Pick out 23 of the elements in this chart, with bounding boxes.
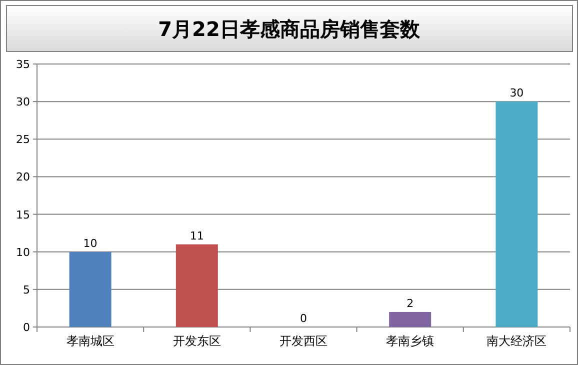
y-tick-label: 10	[16, 246, 30, 259]
x-tick-label: 开发东区	[172, 334, 221, 348]
bar	[176, 244, 218, 327]
x-tick-label: 南大经济区	[486, 334, 547, 348]
y-tick-label: 15	[16, 208, 30, 222]
y-tick-label: 0	[23, 321, 30, 334]
x-tick-label: 孝南城区	[66, 334, 114, 348]
bar	[389, 312, 432, 327]
data-label: 0	[300, 312, 307, 325]
data-label: 2	[406, 296, 414, 310]
x-tick-label: 孝南乡镇	[386, 334, 434, 348]
data-label: 10	[83, 236, 98, 250]
y-tick-label: 35	[16, 58, 30, 71]
x-tick-label: 开发西区	[280, 334, 328, 348]
chart-title: 7月22日孝感商品房销售套数	[158, 17, 421, 41]
bar	[69, 252, 112, 327]
y-tick-label: 30	[16, 96, 30, 109]
data-label: 11	[190, 229, 204, 242]
data-label: 30	[510, 86, 524, 100]
y-tick-label: 20	[16, 170, 30, 184]
y-tick-label: 5	[23, 283, 30, 296]
y-tick-label: 25	[16, 133, 30, 146]
bar	[496, 102, 538, 327]
